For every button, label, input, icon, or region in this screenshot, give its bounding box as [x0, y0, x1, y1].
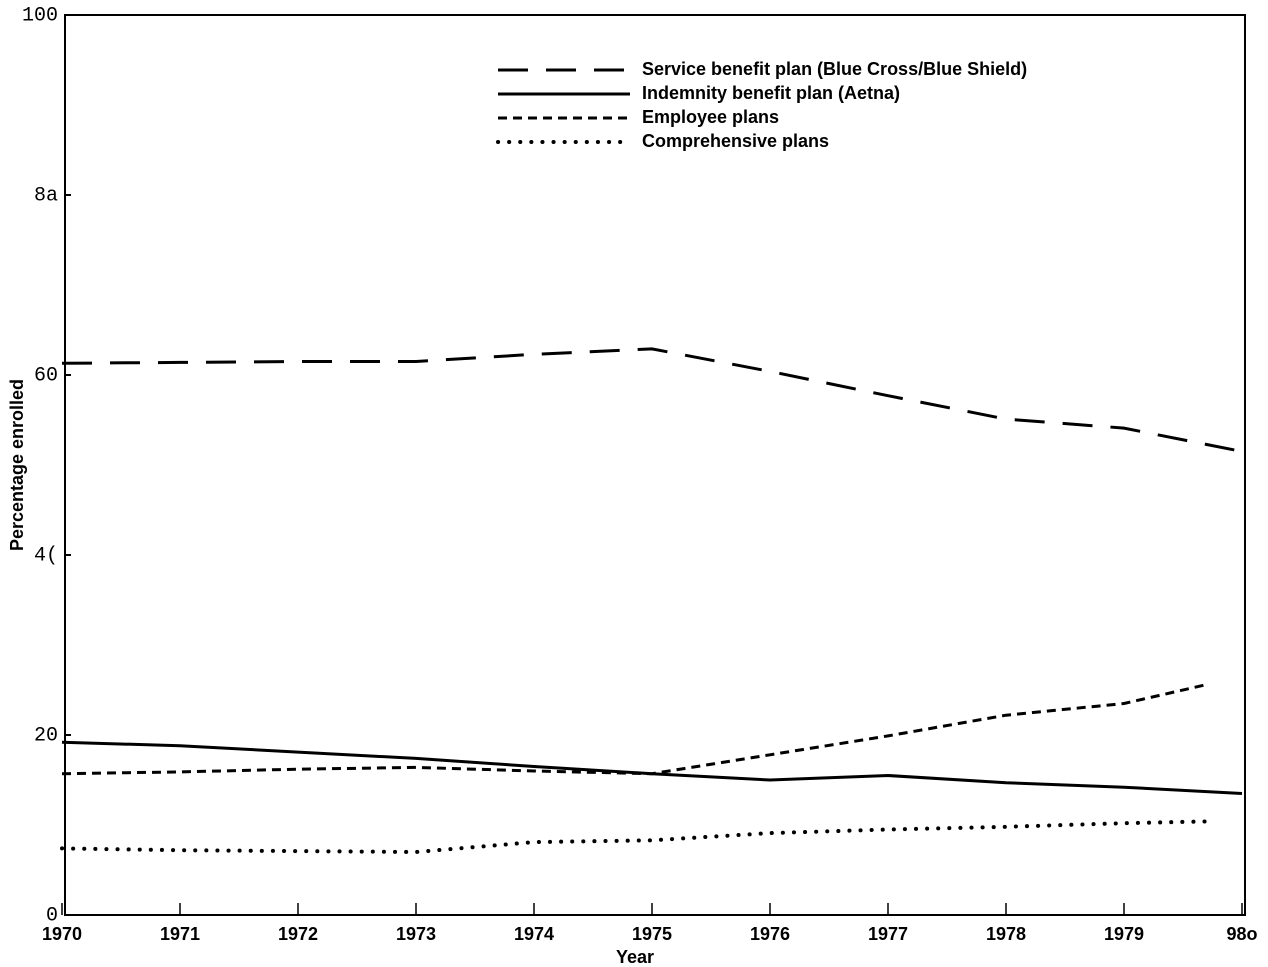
x-tick-label: 1975: [632, 924, 672, 944]
x-tick-label: 1977: [868, 924, 908, 944]
x-tick-label: 1970: [42, 924, 82, 944]
y-tick-label: 8a: [34, 184, 58, 207]
plot-frame: [64, 14, 1246, 916]
x-tick-label: 1979: [1104, 924, 1144, 944]
x-tick-label: 98o: [1226, 924, 1257, 944]
x-tick-label: 1972: [278, 924, 318, 944]
x-tick-label: 1971: [160, 924, 200, 944]
y-tick-label: 0: [46, 904, 58, 927]
x-tick-label: 1976: [750, 924, 790, 944]
legend-label: Service benefit plan (Blue Cross/Blue Sh…: [642, 59, 1027, 79]
legend-label: Employee plans: [642, 107, 779, 127]
legend-label: Indemnity benefit plan (Aetna): [642, 83, 900, 103]
series-line: [61, 347, 1243, 453]
x-axis-label: Year: [616, 947, 654, 967]
legend-label: Comprehensive plans: [642, 131, 829, 151]
series-line: [61, 740, 1243, 795]
y-tick-label: 20: [34, 724, 58, 747]
y-tick-label: 100: [22, 4, 58, 27]
x-tick-label: 1978: [986, 924, 1026, 944]
series-line: [60, 819, 1209, 855]
series-line: [61, 683, 1207, 776]
x-tick-label: 1973: [396, 924, 436, 944]
y-tick-label: 4(: [34, 544, 58, 567]
x-tick-label: 1974: [514, 924, 554, 944]
y-tick-label: 60: [34, 364, 58, 387]
y-axis-label: Percentage enrolled: [7, 379, 27, 551]
